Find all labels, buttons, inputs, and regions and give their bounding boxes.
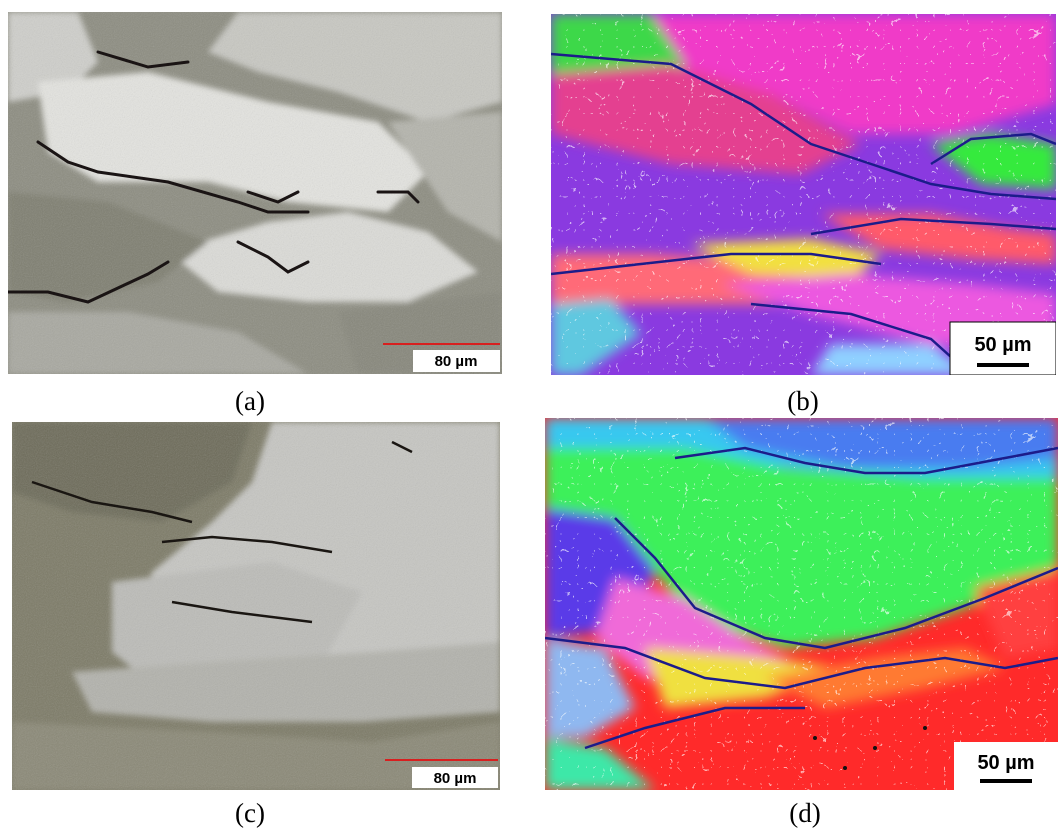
figure: 80 µm (a) 50 µm (b)	[0, 0, 1061, 834]
ebsd-map-b: 50 µm	[551, 14, 1056, 375]
subgrain-boundaries	[545, 418, 1058, 790]
texture	[12, 422, 500, 790]
micrograph-c: 80 µm	[12, 422, 500, 790]
panel-caption: (c)	[190, 798, 310, 829]
panel-caption: (b)	[743, 386, 863, 417]
scale-label: 50 µm	[974, 334, 1031, 356]
micrograph-a: 80 µm	[8, 12, 502, 374]
subgrain-boundaries	[551, 14, 1056, 375]
panel-caption: (d)	[745, 798, 865, 829]
panel-caption: (a)	[190, 386, 310, 417]
scale-label: 80 µm	[435, 353, 478, 370]
scale-label: 50 µm	[977, 752, 1034, 774]
ebsd-map-d: 50 µm	[545, 418, 1058, 790]
scale-label: 80 µm	[434, 770, 477, 787]
